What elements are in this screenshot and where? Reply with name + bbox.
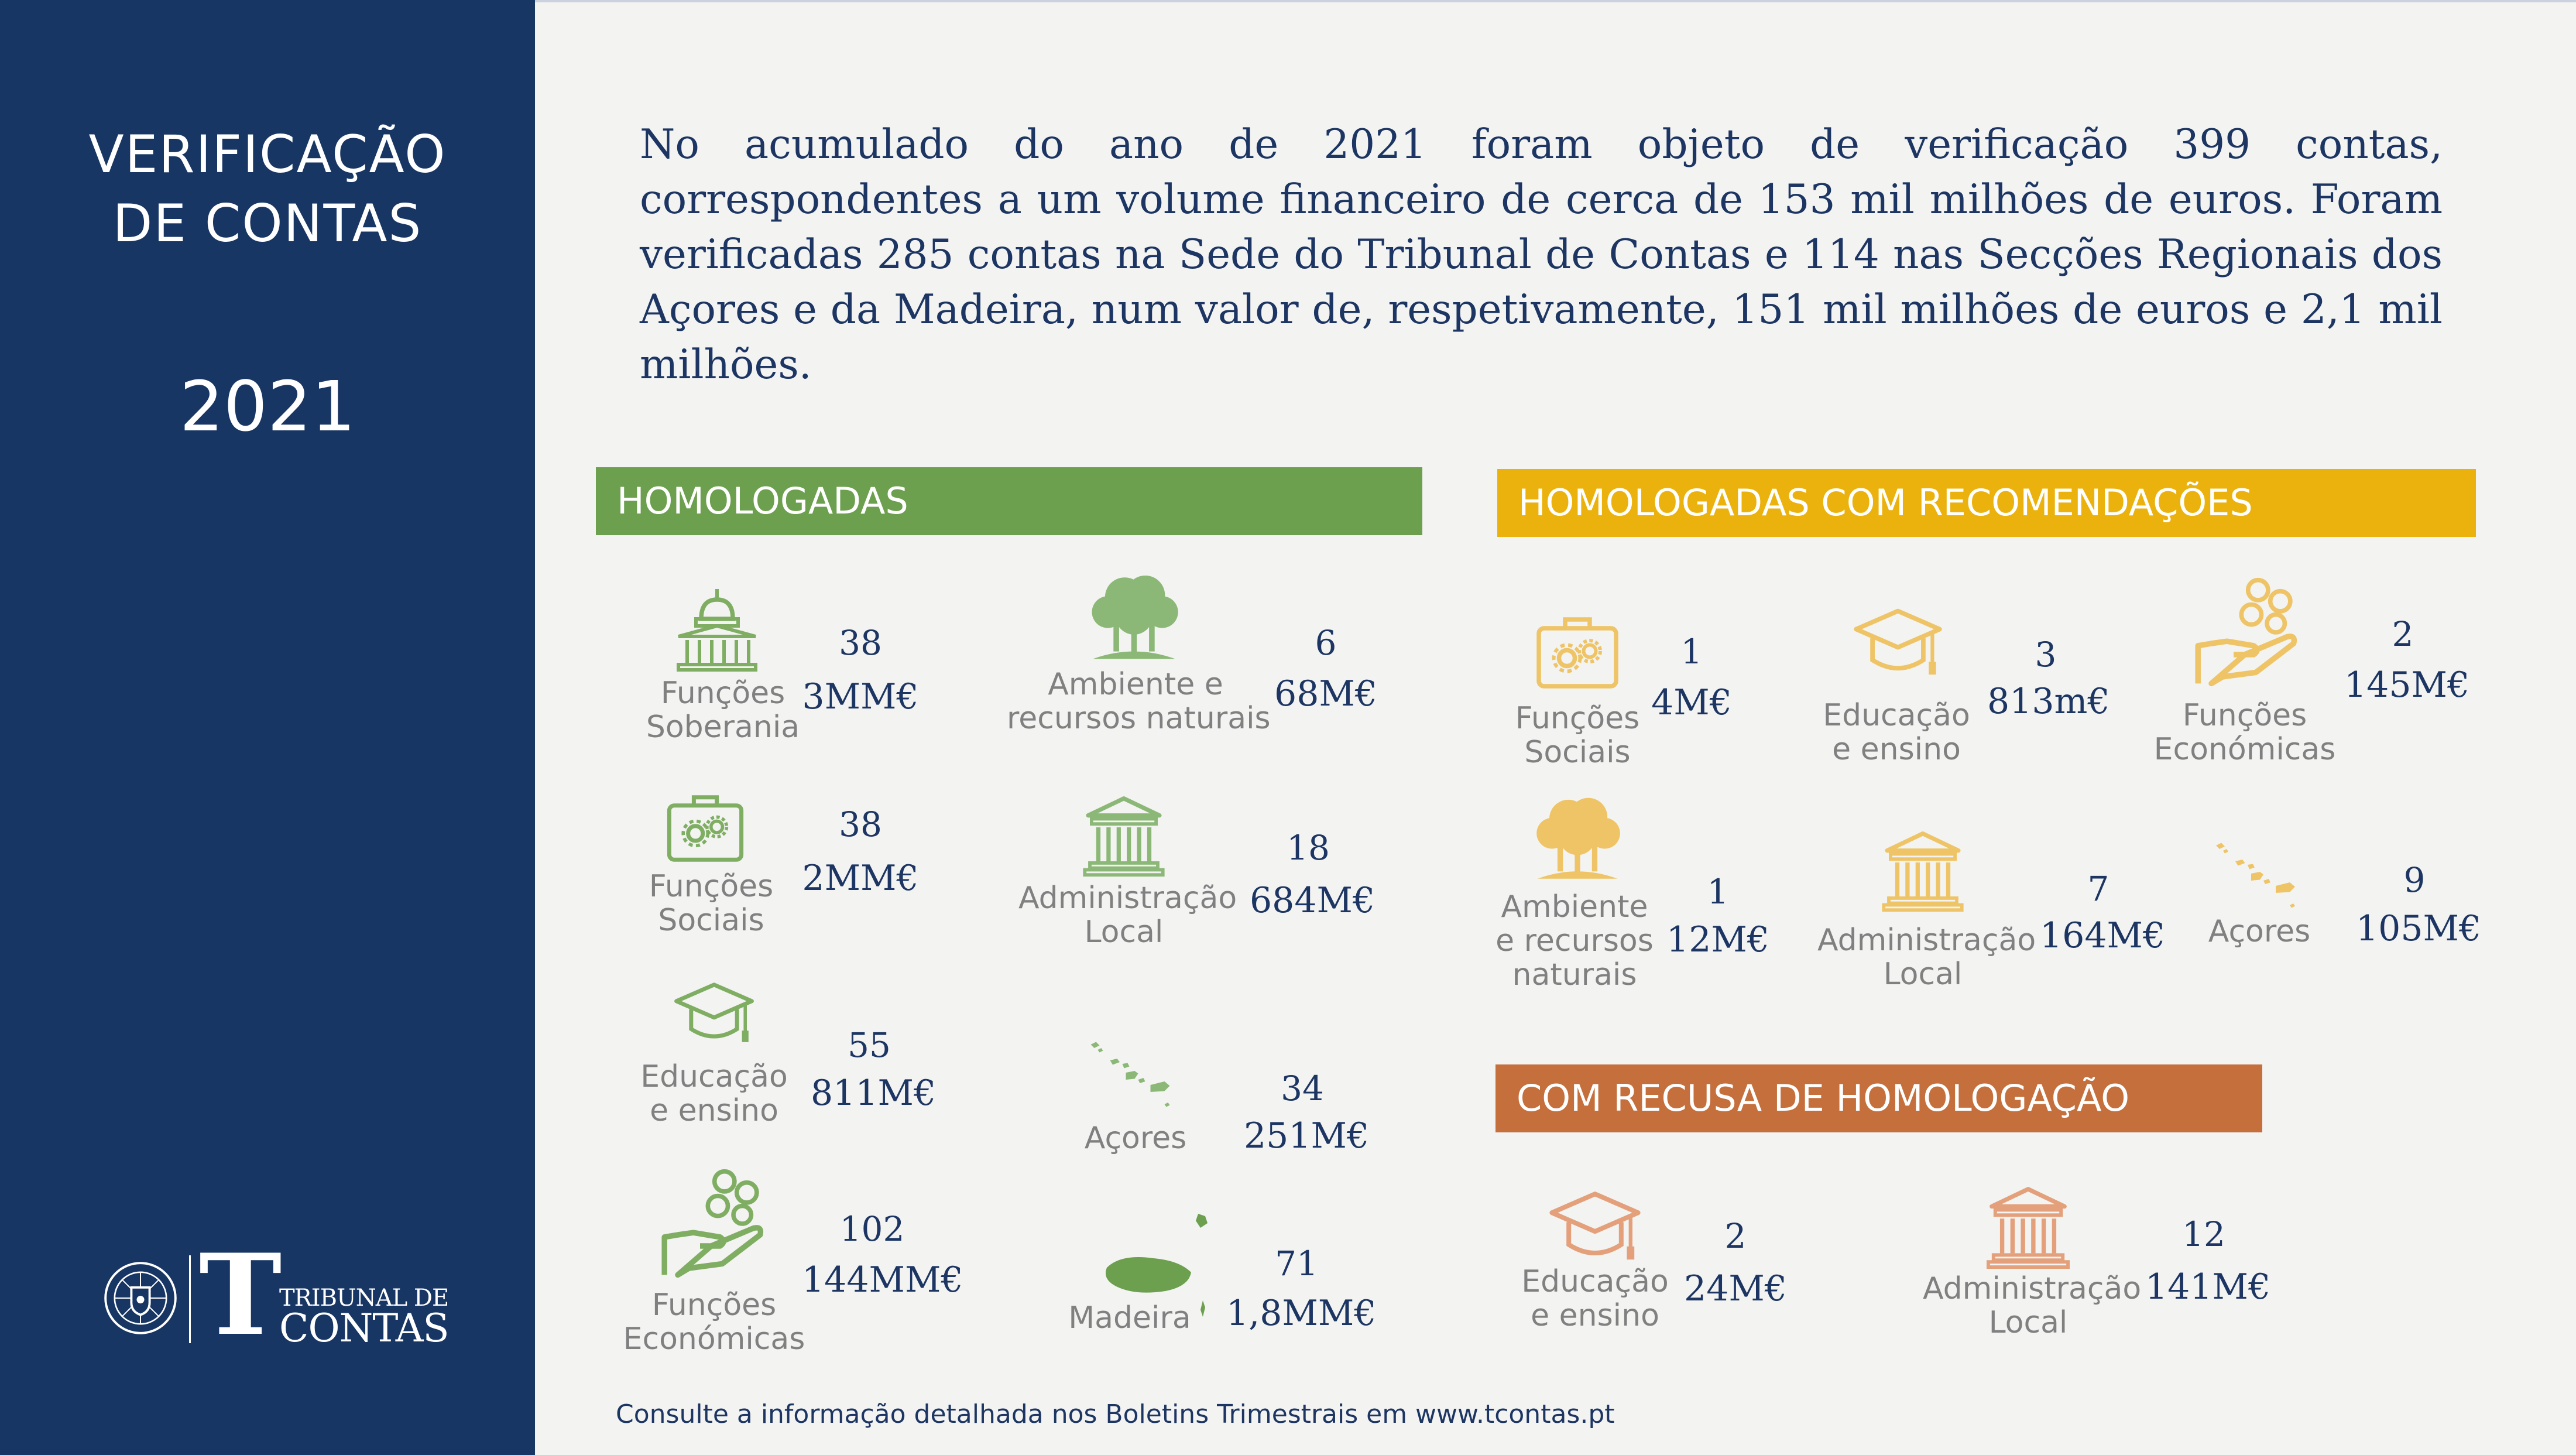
item-label: Educação e ensino xyxy=(1823,698,1970,767)
tribunal-logo: T TRIBUNAL DE CONTAS xyxy=(102,1237,450,1354)
item-value: 12M€ xyxy=(1666,919,1769,960)
item-label: Açores xyxy=(1084,1121,1187,1156)
graduation-cap-icon xyxy=(1539,1183,1651,1276)
emblem-icon xyxy=(104,1262,177,1334)
item-label: Administração Local xyxy=(1923,1271,2142,1340)
top-border xyxy=(535,0,2576,2)
item-value: 105M€ xyxy=(2356,908,2482,949)
item-label: Funções Sociais xyxy=(1515,701,1640,770)
trees-icon xyxy=(1525,793,1630,884)
recomendacoes-header: HOMOLOGADAS COM RECOMENDAÇÕES xyxy=(1497,469,2476,537)
graduation-cap-icon xyxy=(1844,600,1952,691)
columns-building-icon xyxy=(1984,1184,2072,1271)
item-label: Madeira xyxy=(1068,1300,1191,1336)
item-label: Ambiente e recursos naturais xyxy=(1007,667,1271,736)
title-line-1: VERIFICAÇÃO xyxy=(88,124,447,184)
item-label: Açores xyxy=(2208,914,2311,949)
item-label: Funções Soberania xyxy=(646,676,800,745)
graduation-cap-icon xyxy=(656,975,773,1057)
item-count: 34 xyxy=(1281,1069,1324,1108)
year: 2021 xyxy=(179,366,356,447)
item-count: 102 xyxy=(839,1209,905,1249)
logo-line-1: TRIBUNAL DE xyxy=(279,1285,449,1312)
columns-building-icon xyxy=(1080,793,1168,878)
briefcase-gears-icon xyxy=(1531,609,1624,697)
item-value: 145M€ xyxy=(2344,665,2470,706)
item-count: 12 xyxy=(2182,1214,2225,1254)
item-value: 4M€ xyxy=(1651,682,1732,723)
azores-map-icon xyxy=(2192,831,2321,919)
title-line-2: DE CONTAS xyxy=(112,193,423,254)
item-value: 144MM€ xyxy=(802,1259,963,1300)
item-value: 813m€ xyxy=(1987,681,2110,722)
azores-map-icon xyxy=(1065,1031,1197,1118)
parliament-icon xyxy=(670,586,764,673)
item-label: Educação e ensino xyxy=(1521,1264,1669,1333)
logo-t-mark: T xyxy=(199,1230,282,1360)
item-value: 164M€ xyxy=(2040,915,2166,956)
item-label: Educação e ensino xyxy=(640,1059,788,1128)
item-value: 1,8MM€ xyxy=(1226,1293,1377,1334)
item-count: 38 xyxy=(839,804,882,844)
item-value: 24M€ xyxy=(1684,1268,1787,1309)
columns-building-icon xyxy=(1879,829,1967,913)
item-value: 141M€ xyxy=(2145,1266,2271,1307)
item-count: 2 xyxy=(2392,614,2414,654)
item-value: 3MM€ xyxy=(802,676,919,717)
briefcase-gears-icon xyxy=(658,788,752,869)
item-label: Funções Económicas xyxy=(623,1288,805,1357)
homologadas-header: HOMOLOGADAS xyxy=(596,467,1422,535)
item-value: 811M€ xyxy=(811,1073,937,1114)
item-count: 1 xyxy=(1707,872,1729,912)
item-value: 684M€ xyxy=(1250,880,1376,921)
item-value: 251M€ xyxy=(1244,1115,1370,1156)
item-count: 71 xyxy=(1275,1244,1318,1283)
item-value: 68M€ xyxy=(1274,673,1377,714)
item-count: 1 xyxy=(1680,632,1703,672)
sidebar: VERIFICAÇÃO DE CONTAS 2021 T TRIBUNAL DE… xyxy=(0,0,535,1455)
item-label: Funções Sociais xyxy=(649,869,774,938)
item-count: 3 xyxy=(2035,635,2057,675)
intro-paragraph: No acumulado do ano de 2021 foram objeto… xyxy=(640,121,2443,388)
logo-text: TRIBUNAL DE CONTAS xyxy=(279,1285,450,1351)
recusa-header: COM RECUSA DE HOMOLOGAÇÃO xyxy=(1495,1064,2262,1132)
item-label: Administração Local xyxy=(1817,923,2036,992)
item-value: 2MM€ xyxy=(802,858,919,899)
hand-coins-icon xyxy=(656,1162,767,1285)
trees-icon xyxy=(1083,571,1185,665)
item-count: 55 xyxy=(848,1025,891,1065)
item-label: Ambiente e recursos naturais xyxy=(1495,889,1654,992)
item-count: 6 xyxy=(1315,623,1337,663)
page-title: VERIFICAÇÃO DE CONTAS xyxy=(0,120,535,258)
hand-coins-icon xyxy=(2189,571,2300,694)
item-count: 9 xyxy=(2403,860,2426,900)
item-count: 2 xyxy=(1724,1216,1747,1256)
logo-line-2: CONTAS xyxy=(279,1306,450,1351)
item-count: 38 xyxy=(839,623,882,663)
item-count: 7 xyxy=(2087,869,2109,909)
item-label: Administração Local xyxy=(1018,881,1237,950)
logo-divider xyxy=(189,1255,191,1343)
item-label: Funções Económicas xyxy=(2153,698,2336,767)
item-count: 18 xyxy=(1287,828,1330,868)
footer-note: Consulte a informação detalhada nos Bole… xyxy=(616,1399,1615,1429)
